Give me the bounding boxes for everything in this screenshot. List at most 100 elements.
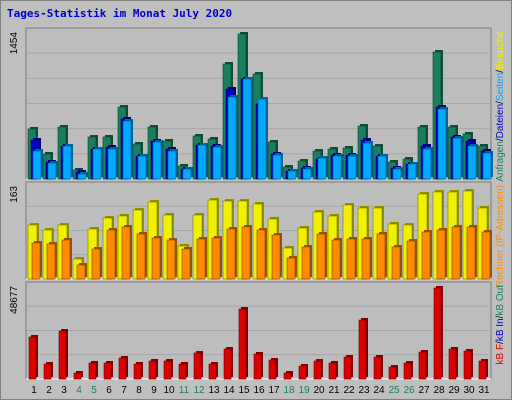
bar-kbf	[418, 351, 427, 380]
bar-kbf	[163, 360, 172, 380]
bar-kbf	[328, 362, 337, 380]
series-legend: kB F/kB In/kB Out	[495, 285, 506, 365]
day-label: 6	[106, 385, 112, 396]
bar-kbf	[313, 360, 322, 380]
y-max-label: 1454	[9, 32, 20, 55]
bar-kbf	[433, 287, 442, 380]
bar-kbf	[73, 372, 82, 380]
bar-seiten	[92, 148, 102, 180]
bar-rechner	[286, 257, 296, 280]
bar-seiten	[122, 120, 132, 180]
bar-kbf	[268, 359, 277, 380]
bar-seiten	[317, 157, 327, 180]
bar-seiten	[347, 155, 357, 180]
bar-rechner	[391, 246, 401, 280]
bar-kbf	[223, 348, 232, 380]
bar-rechner	[421, 231, 431, 280]
bar-seiten	[212, 146, 222, 180]
bar-rechner	[466, 226, 476, 280]
bar-kbf	[43, 363, 52, 380]
legend-entry: Anfragen	[495, 141, 506, 182]
day-label: 5	[91, 385, 97, 396]
bar-seiten	[377, 155, 387, 180]
day-label: 29	[448, 385, 460, 396]
day-label: 26	[403, 385, 415, 396]
day-label: 1	[31, 385, 37, 396]
bar-rechner	[451, 226, 461, 280]
day-label: 4	[76, 385, 82, 396]
bar-kbf	[343, 356, 352, 380]
bar-kbf	[298, 365, 307, 380]
bar-kbf	[358, 319, 367, 380]
legend-entry: /	[495, 101, 506, 104]
bar-seiten	[197, 144, 207, 180]
bar-seiten	[47, 162, 57, 180]
y-max-label: 48677	[9, 286, 20, 314]
bar-rechner	[121, 226, 131, 280]
day-label: 28	[433, 385, 445, 396]
bar-seiten	[32, 150, 42, 180]
bar-seiten	[392, 168, 402, 180]
day-label: 15	[238, 385, 250, 396]
day-label: 20	[313, 385, 325, 396]
bar-seiten	[467, 145, 477, 180]
bar-rechner	[376, 233, 386, 280]
bar-rechner	[76, 264, 86, 280]
day-label: 2	[46, 385, 52, 396]
bar-seiten	[167, 150, 177, 180]
bar-kbf	[58, 330, 67, 380]
legend-entry: /	[495, 70, 506, 73]
bar-seiten	[227, 96, 237, 180]
bar-rechner	[196, 238, 206, 280]
bar-rechner	[181, 248, 191, 280]
bar-kbf	[283, 372, 292, 380]
day-label: 30	[463, 385, 475, 396]
bar-kbf	[148, 360, 157, 380]
day-label: 18	[283, 385, 295, 396]
bar-kbf	[28, 336, 37, 380]
bar-rechner	[481, 231, 491, 280]
bar-seiten	[152, 141, 162, 180]
bar-rechner	[436, 229, 446, 280]
day-label: 10	[163, 385, 175, 396]
series-legend: Anfragen/Dateien/Seiten/Besuche	[495, 31, 506, 182]
bar-kbf	[88, 362, 97, 380]
bar-rechner	[211, 237, 221, 280]
bar-kbf	[388, 366, 397, 380]
bar-seiten	[62, 145, 72, 180]
day-label: 9	[151, 385, 157, 396]
bar-seiten	[77, 173, 87, 180]
bar-seiten	[407, 163, 417, 180]
bar-rechner	[316, 233, 326, 280]
day-label: 12	[193, 385, 205, 396]
bar-rechner	[301, 246, 311, 280]
bar-rechner	[346, 238, 356, 280]
legend-entry: kB In	[495, 318, 506, 341]
day-label: 25	[388, 385, 400, 396]
bar-kbf	[178, 363, 187, 380]
y-max-label: 163	[9, 186, 20, 203]
bar-rechner	[91, 248, 101, 280]
bar-kbf	[253, 353, 262, 380]
bar-seiten	[482, 152, 492, 180]
legend-entry: kB Out	[495, 285, 506, 316]
series-legend: Rechner (IP-Adressen)	[495, 185, 506, 287]
bar-seiten	[287, 170, 297, 180]
legend-entry: Dateien	[495, 104, 506, 138]
bar-rechner	[256, 229, 266, 280]
bar-seiten	[137, 155, 147, 180]
day-label: 31	[478, 385, 490, 396]
legend-entry: Seiten	[495, 73, 506, 101]
day-label: 16	[253, 385, 265, 396]
bar-rechner	[406, 240, 416, 280]
legend-entry: Besuche	[495, 31, 506, 70]
bar-rechner	[151, 237, 161, 280]
legend-entry: Rechner (IP-Adressen)	[495, 185, 506, 287]
bar-kbf	[193, 352, 202, 380]
bar-kbf	[448, 348, 457, 380]
day-label: 23	[358, 385, 370, 396]
bar-seiten	[182, 168, 192, 180]
day-label: 8	[136, 385, 142, 396]
